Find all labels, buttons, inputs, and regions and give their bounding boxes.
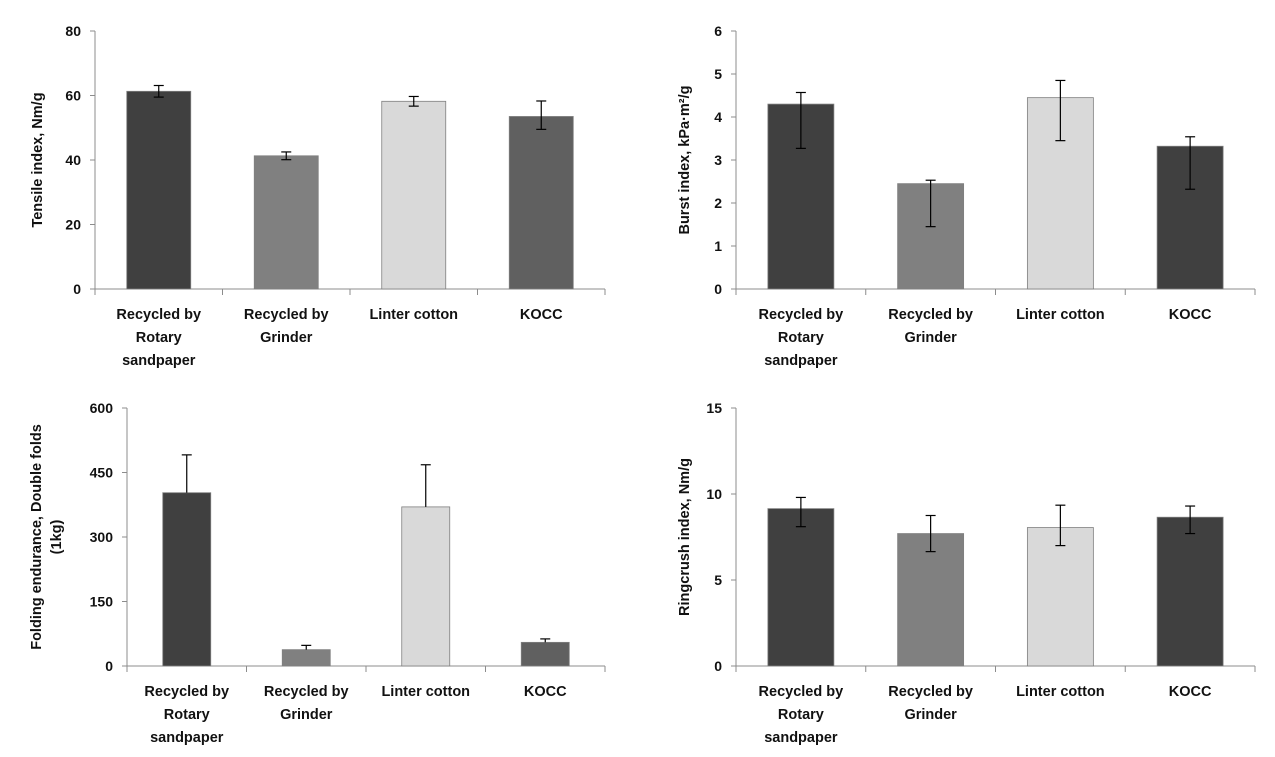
- bar: [381, 100, 447, 290]
- x-tick-label-line: Recycled by: [116, 307, 201, 323]
- x-tick-label: KOCC: [524, 684, 567, 700]
- y-tick-label: 0: [73, 281, 81, 297]
- bar: [281, 649, 331, 667]
- x-tick-label-line: Rotary: [136, 330, 182, 346]
- bar: [1026, 527, 1094, 667]
- y-axis-title: Folding endurance, Double folds (1kg): [29, 424, 65, 650]
- bar: [508, 116, 574, 290]
- y-tick-label: 6: [714, 23, 722, 39]
- x-tick-label-line: sandpaper: [764, 730, 838, 746]
- x-tick-label: Linter cotton: [369, 307, 458, 323]
- x-tick-label: Linter cotton: [381, 684, 470, 700]
- y-tick-label: 5: [714, 66, 722, 82]
- x-tick-label-line: KOCC: [520, 307, 563, 323]
- x-tick-label: Recycled by Grinder: [888, 307, 973, 346]
- y-tick-label: 600: [90, 400, 114, 416]
- y-tick-label: 4: [714, 109, 722, 125]
- x-tick-label-line: Linter cotton: [1016, 684, 1105, 700]
- x-tick-label-line: KOCC: [1169, 684, 1212, 700]
- y-tick-label: 0: [714, 281, 722, 297]
- x-tick-label-line: Recycled by: [759, 307, 844, 323]
- x-tick-label-line: KOCC: [1169, 307, 1212, 323]
- x-tick-label: Recycled by Rotary sandpaper: [144, 684, 229, 746]
- x-tick-label: KOCC: [1169, 307, 1212, 323]
- x-tick-label: Recycled by Rotary sandpaper: [116, 307, 201, 369]
- x-tick-label: Recycled by Rotary sandpaper: [759, 684, 844, 746]
- y-axis-title-line: Folding endurance, Double folds: [29, 424, 45, 650]
- y-axis-title: Ringcrush index, Nm/g: [677, 458, 693, 616]
- x-tick-label-line: Rotary: [778, 707, 824, 723]
- x-tick-label: Recycled by Grinder: [244, 307, 329, 346]
- x-tick-label-line: Linter cotton: [369, 307, 458, 323]
- y-axis-title: Burst index, kPa·m²/g: [677, 85, 693, 234]
- y-tick-label: 20: [65, 217, 81, 233]
- x-tick-label-line: Recycled by: [144, 684, 229, 700]
- x-tick-label: Linter cotton: [1016, 684, 1105, 700]
- y-tick-label: 300: [90, 529, 114, 545]
- x-tick-label-line: KOCC: [524, 684, 567, 700]
- x-tick-label-line: Grinder: [904, 707, 957, 723]
- bar: [1156, 516, 1224, 667]
- x-tick-label-line: Grinder: [280, 707, 333, 723]
- x-tick-label-line: Linter cotton: [1016, 307, 1105, 323]
- x-tick-label-line: Recycled by: [244, 307, 329, 323]
- y-tick-label: 3: [714, 152, 722, 168]
- y-tick-label: 0: [714, 658, 722, 674]
- y-tick-label: 15: [706, 400, 722, 416]
- bar: [162, 492, 212, 667]
- x-tick-label: KOCC: [1169, 684, 1212, 700]
- bar: [897, 533, 965, 667]
- x-tick-label-line: Grinder: [260, 330, 313, 346]
- bar: [401, 506, 451, 667]
- y-tick-label: 150: [90, 594, 114, 610]
- bar: [126, 90, 192, 290]
- x-tick-label: Recycled by Grinder: [888, 684, 973, 723]
- y-axis-title: Tensile index, Nm/g: [30, 92, 46, 227]
- bar: [253, 155, 319, 290]
- x-tick-label: Recycled by Grinder: [264, 684, 349, 723]
- bar: [767, 508, 835, 667]
- x-tick-label-line: Recycled by: [264, 684, 349, 700]
- y-tick-label: 60: [65, 88, 81, 104]
- y-tick-label: 450: [90, 465, 114, 481]
- y-tick-label: 0: [105, 658, 113, 674]
- y-tick-label: 1: [714, 238, 722, 254]
- x-tick-label-line: Linter cotton: [381, 684, 470, 700]
- y-tick-label: 5: [714, 572, 722, 588]
- y-tick-label: 2: [714, 195, 722, 211]
- x-tick-label-line: Rotary: [164, 707, 210, 723]
- x-tick-label-line: sandpaper: [150, 730, 224, 746]
- y-tick-label: 10: [706, 486, 722, 502]
- y-tick-label: 40: [65, 152, 81, 168]
- x-tick-label: Recycled by Rotary sandpaper: [759, 307, 844, 369]
- x-tick-label-line: sandpaper: [122, 353, 196, 369]
- x-tick-label-line: Recycled by: [888, 684, 973, 700]
- x-tick-label-line: Rotary: [778, 330, 824, 346]
- y-tick-label: 80: [65, 23, 81, 39]
- x-tick-label-line: Recycled by: [759, 684, 844, 700]
- x-tick-label-line: Grinder: [904, 330, 957, 346]
- x-tick-label: KOCC: [520, 307, 563, 323]
- x-tick-label-line: sandpaper: [764, 353, 838, 369]
- bar: [520, 641, 570, 667]
- x-tick-label: Linter cotton: [1016, 307, 1105, 323]
- x-tick-label-line: Recycled by: [888, 307, 973, 323]
- y-axis-title-line: (1kg): [49, 520, 65, 555]
